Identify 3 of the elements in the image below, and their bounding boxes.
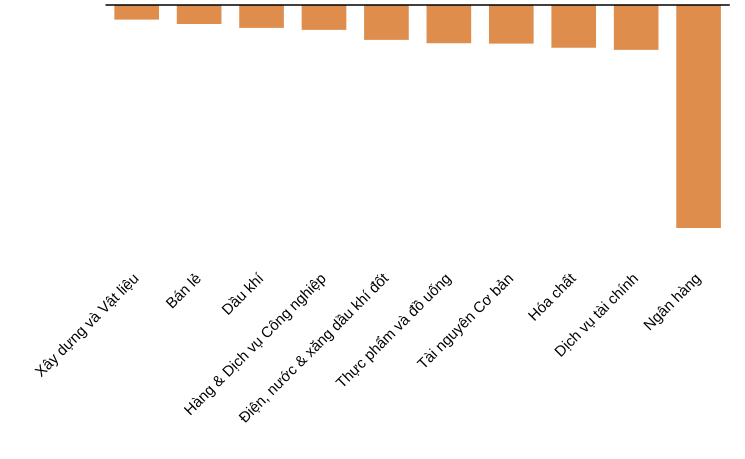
x-tick-label: Dầu khí xyxy=(218,270,268,319)
x-tick-label: Hóa chất xyxy=(525,270,580,325)
x-tick-label: Bán lẻ xyxy=(162,270,205,312)
